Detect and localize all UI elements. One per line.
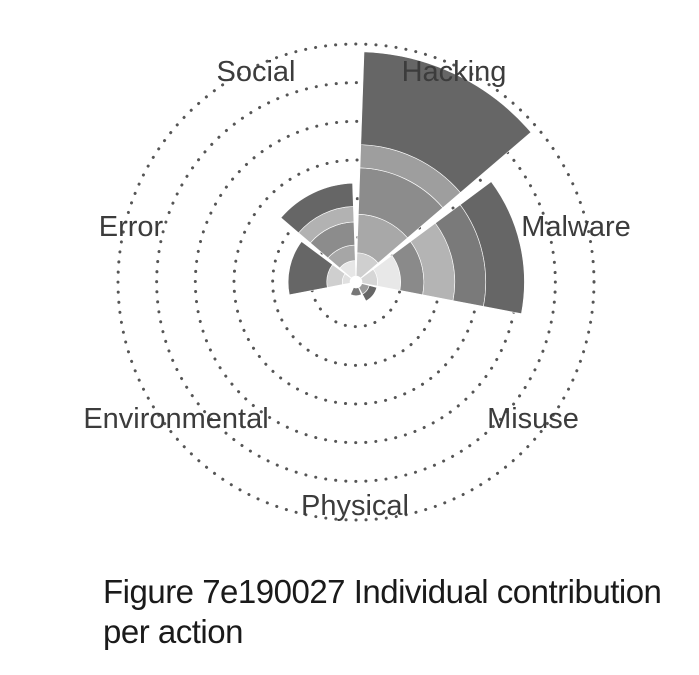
bar-physical-segment-1 [350, 287, 362, 297]
bar-malware-segment-6 [459, 181, 525, 315]
label-error: Error [99, 211, 164, 243]
label-physical: Physical [301, 490, 409, 522]
bar-hacking-segment-5 [360, 51, 532, 194]
bar-segments [280, 51, 532, 315]
bar-misuse-segment-2 [361, 285, 378, 302]
grid-circle-25 [155, 81, 557, 483]
label-social: Social [217, 56, 296, 88]
caption-line-1: Figure 7e190027 Individual contribution [103, 573, 662, 610]
label-hacking: Hacking [402, 56, 507, 88]
caption-line-2: per action [103, 613, 243, 650]
bar-social-segment-5 [280, 182, 354, 234]
radial-bar-chart: Hacking Malware Misuse Physical Environm… [83, 42, 631, 522]
bar-error-segment-3 [287, 241, 333, 296]
label-malware: Malware [521, 211, 631, 243]
label-misuse: Misuse [487, 403, 579, 435]
grid-circle-30 [116, 42, 596, 522]
figure-caption: Figure 7e190027 Individual contribution … [103, 572, 699, 652]
label-environmental: Environmental [83, 403, 268, 435]
grid-circles [116, 42, 596, 522]
